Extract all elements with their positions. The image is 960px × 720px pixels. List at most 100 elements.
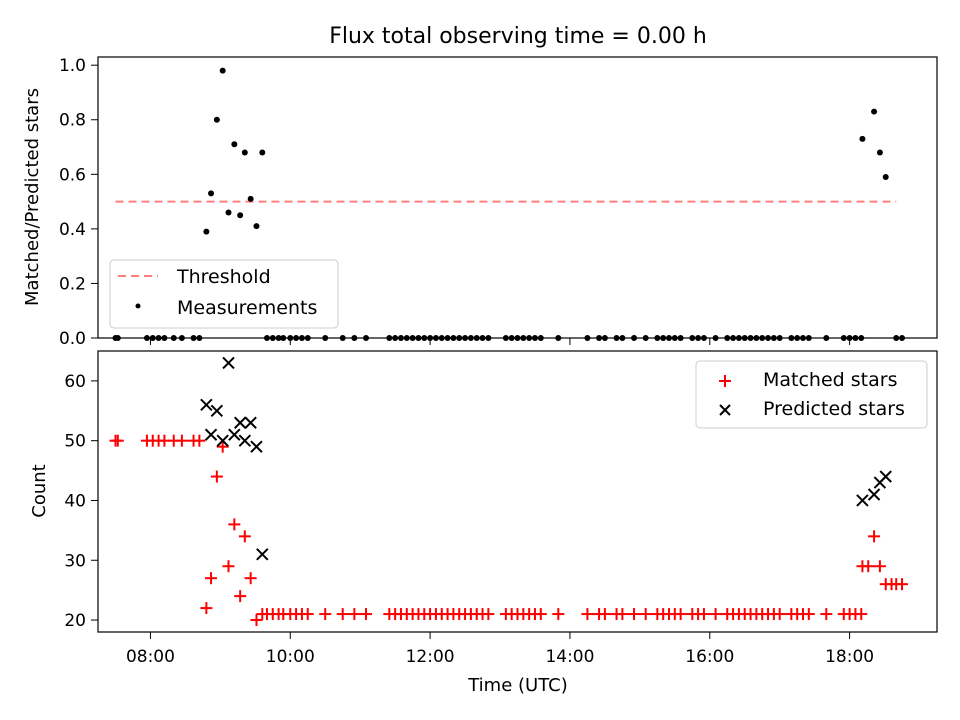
bottom-x-tick-label: 12:00 <box>406 647 455 667</box>
legend-predicted-swatch <box>719 404 731 416</box>
matched-star-marker <box>628 608 641 621</box>
predicted-star-marker <box>204 428 218 441</box>
matched-star-marker <box>336 608 349 621</box>
predicted-star-marker <box>867 488 881 501</box>
top-y-tick-label: 0.8 <box>59 111 86 131</box>
x-axis-label: Time (UTC) <box>467 675 568 696</box>
bottom-panel-frame <box>97 350 938 633</box>
matched-star-marker <box>802 608 815 621</box>
bottom-legend: Matched stars Predicted stars <box>695 360 928 429</box>
matched-star-marker <box>862 560 875 573</box>
top-y-axis-label: Matched/Predicted stars <box>22 88 43 306</box>
matched-star-marker <box>581 608 594 621</box>
top-panel-frame <box>97 56 938 339</box>
bottom-y-tick-label: 20 <box>64 611 86 631</box>
measurement-point <box>203 228 210 235</box>
bottom-x-tick-label: 08:00 <box>126 647 175 667</box>
measurement-point <box>859 135 866 142</box>
measurement-point <box>225 209 232 216</box>
matched-star-marker <box>773 608 786 621</box>
matched-star-marker <box>674 608 687 621</box>
top-panel: 0.0 0.2 0.4 0.6 0.8 1.0 Matched/Predicted sta… <box>22 56 938 349</box>
measurement-point <box>237 212 244 219</box>
bottom-data-layer <box>109 356 909 627</box>
chart-title: Flux total observing time = 0.00 h <box>329 24 707 49</box>
matched-star-marker <box>697 608 710 621</box>
matched-star-marker <box>820 608 833 621</box>
measurement-point <box>876 149 883 156</box>
legend-matched-label: Matched stars <box>763 369 897 391</box>
matched-star-marker <box>222 560 235 573</box>
measurement-point <box>231 141 238 148</box>
measurement-point <box>213 116 220 123</box>
bottom-y-axis-label: Count <box>29 464 50 517</box>
matched-star-marker <box>250 614 263 627</box>
top-y-tick-label: 0.0 <box>59 329 86 349</box>
matched-star-marker <box>534 608 547 621</box>
measurement-point <box>208 190 215 197</box>
matched-star-marker <box>244 572 257 585</box>
measurement-point <box>253 223 260 230</box>
predicted-star-marker <box>200 398 213 412</box>
bottom-x-tick-label: 14:00 <box>545 647 594 667</box>
bottom-y-tick-label: 50 <box>64 432 86 452</box>
matched-star-marker <box>616 608 629 621</box>
predicted-star-marker <box>250 440 263 453</box>
legend-matched-swatch <box>719 375 731 387</box>
measurement-point <box>259 149 266 156</box>
matched-star-marker <box>639 608 652 621</box>
matched-star-marker <box>216 440 229 453</box>
predicted-star-marker <box>228 428 241 441</box>
top-y-tick-label: 0.4 <box>59 220 86 240</box>
legend-predicted-label: Predicted stars <box>763 398 905 420</box>
top-legend-box <box>109 259 339 329</box>
predicted-star-marker <box>244 416 257 429</box>
bottom-y-tick-label: 30 <box>64 551 86 571</box>
matched-star-marker <box>598 608 611 621</box>
matched-star-marker <box>210 470 223 483</box>
legend-measurements-label: Measurements <box>177 297 317 319</box>
predicted-star-marker <box>238 434 252 447</box>
matched-star-marker <box>200 602 213 615</box>
matched-star-marker <box>360 608 373 621</box>
measurement-point <box>247 195 254 202</box>
measurement-point <box>871 108 878 115</box>
matched-star-marker <box>205 572 218 585</box>
bottom-panel: 20 30 40 50 60 08:00 10:00 12:00 14:00 16:00 18:00… <box>29 350 938 696</box>
matched-star-marker <box>319 608 332 621</box>
bottom-legend-box <box>695 360 928 429</box>
bottom-x-tick-label: 16:00 <box>685 647 734 667</box>
predicted-star-marker <box>210 404 224 417</box>
legend-measurements-swatch <box>135 303 141 309</box>
matched-star-marker <box>855 608 868 621</box>
bottom-x-tick-label: 18:00 <box>825 647 874 667</box>
bottom-x-tick-label: 10:00 <box>266 647 315 667</box>
predicted-star-marker <box>256 548 269 561</box>
top-y-tick-label: 0.6 <box>59 165 86 185</box>
predicted-star-marker <box>233 416 247 429</box>
matched-star-marker <box>238 530 251 543</box>
matched-star-marker <box>896 578 909 591</box>
top-y-tick-label: 1.0 <box>59 56 86 76</box>
measurement-point <box>219 67 226 74</box>
matched-star-marker <box>348 608 361 621</box>
predicted-star-marker <box>879 470 892 483</box>
matched-star-marker <box>228 518 241 531</box>
matched-star-marker <box>709 608 722 621</box>
matched-star-marker <box>552 608 565 621</box>
bottom-y-tick-label: 40 <box>64 491 86 511</box>
bottom-y-tick-label: 60 <box>64 372 86 392</box>
matched-star-marker <box>868 530 881 543</box>
predicted-star-marker <box>856 494 869 507</box>
matched-star-marker <box>111 434 124 447</box>
top-legend: Threshold Measurements <box>109 259 339 329</box>
matched-star-marker <box>175 434 188 447</box>
matched-star-marker <box>873 560 886 573</box>
predicted-star-marker <box>216 434 229 447</box>
matched-star-marker <box>193 434 206 447</box>
matched-star-marker <box>482 608 495 621</box>
matched-star-marker <box>301 608 314 621</box>
legend-threshold-label: Threshold <box>176 266 271 288</box>
matched-star-marker <box>234 590 247 603</box>
